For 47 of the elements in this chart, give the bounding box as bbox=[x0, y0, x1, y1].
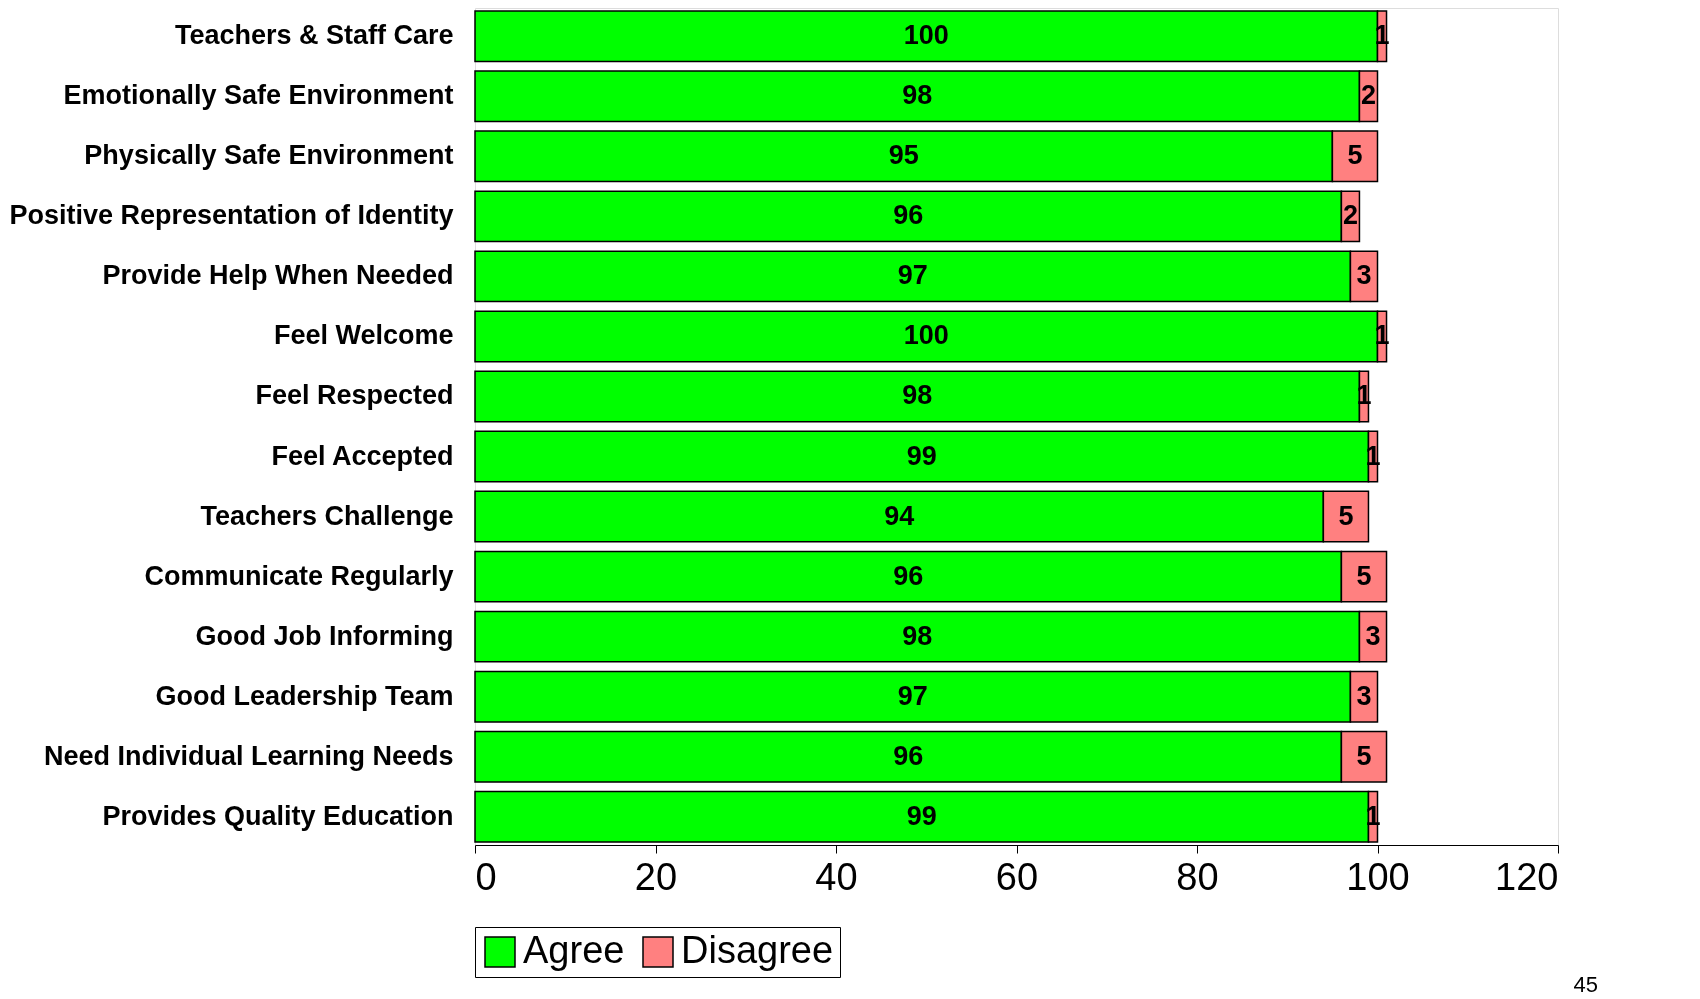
y-tick-label: Feel Respected bbox=[255, 380, 454, 411]
y-tick-label: Teachers & Staff Care bbox=[174, 20, 454, 51]
data-label: 3 bbox=[1365, 620, 1381, 651]
data-label: 98 bbox=[902, 80, 933, 111]
data-label: 98 bbox=[902, 620, 933, 651]
y-tick-label: Provides Quality Education bbox=[102, 800, 454, 831]
data-label: 98 bbox=[902, 380, 933, 411]
data-label: 97 bbox=[897, 260, 928, 291]
data-label: 5 bbox=[1356, 560, 1372, 591]
y-tick-label: Feel Accepted bbox=[271, 440, 454, 471]
data-label: 100 bbox=[903, 20, 949, 51]
y-tick-label: Need Individual Learning Needs bbox=[43, 740, 454, 771]
data-label: 99 bbox=[906, 800, 937, 831]
data-label: 3 bbox=[1356, 680, 1372, 711]
data-label: 96 bbox=[893, 740, 924, 771]
legend-label: Agree bbox=[523, 929, 625, 971]
x-tick-label: 120 bbox=[1495, 855, 1559, 898]
y-tick-label: Positive Representation of Identity bbox=[9, 200, 454, 231]
y-tick-label: Teachers Challenge bbox=[200, 500, 454, 531]
data-label: 2 bbox=[1342, 200, 1358, 231]
x-tick-label: 40 bbox=[815, 855, 858, 898]
y-tick-label: Good Leadership Team bbox=[155, 680, 454, 711]
data-label: 100 bbox=[903, 320, 949, 351]
data-label: 5 bbox=[1338, 500, 1354, 531]
data-label: 2 bbox=[1360, 80, 1376, 111]
x-tick-label: 80 bbox=[1176, 855, 1219, 898]
x-tick-label: 20 bbox=[634, 855, 678, 898]
y-tick-label: Feel Welcome bbox=[273, 320, 454, 351]
y-tick-label: Physically Safe Environment bbox=[84, 140, 454, 171]
data-label: 99 bbox=[906, 440, 937, 471]
x-tick-label: 60 bbox=[995, 855, 1039, 898]
data-label: 94 bbox=[884, 500, 915, 531]
y-tick-label: Communicate Regularly bbox=[144, 560, 454, 591]
y-tick-label: Provide Help When Needed bbox=[102, 260, 454, 291]
y-tick-label: Good Job Informing bbox=[195, 620, 454, 651]
data-label: 96 bbox=[893, 200, 924, 231]
x-tick-label: 0 bbox=[475, 855, 497, 898]
data-label: 5 bbox=[1347, 140, 1363, 171]
data-label: 3 bbox=[1356, 260, 1372, 291]
data-label: 97 bbox=[897, 680, 928, 711]
data-label: 5 bbox=[1356, 740, 1372, 771]
legend-label: Disagree bbox=[681, 929, 834, 971]
x-tick-label: 100 bbox=[1346, 855, 1410, 898]
y-tick-label: Emotionally Safe Environment bbox=[63, 80, 454, 111]
data-label: 95 bbox=[888, 140, 919, 171]
data-label: 96 bbox=[893, 560, 924, 591]
text: 45 bbox=[1573, 972, 1598, 997]
